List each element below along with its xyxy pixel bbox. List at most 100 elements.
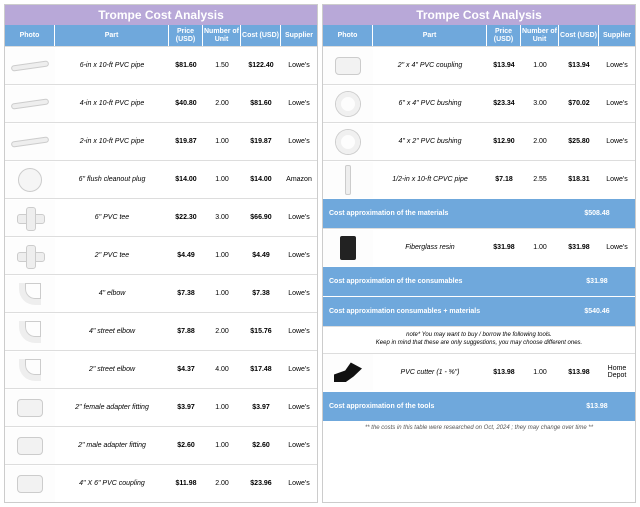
part-supplier: Home Depot <box>599 363 635 381</box>
part-price: $81.60 <box>169 60 203 71</box>
part-name: 6-in x 10-ft PVC pipe <box>55 60 169 71</box>
part-cost: $81.60 <box>241 98 281 109</box>
part-supplier: Lowe's <box>281 212 317 223</box>
table-row: 2" x 4" PVC coupling$13.941.00$13.94Lowe… <box>323 46 635 84</box>
part-supplier: Lowe's <box>281 326 317 337</box>
part-price: $7.88 <box>169 326 203 337</box>
summary-value: $13.98 <box>559 403 635 410</box>
part-supplier: Lowe's <box>281 98 317 109</box>
part-units: 1.00 <box>203 402 241 413</box>
table-row: 6" x 4" PVC bushing$23.343.00$70.02Lowe'… <box>323 84 635 122</box>
table-row: 4" X 6" PVC coupling$11.982.00$23.96Lowe… <box>5 464 317 502</box>
right-panel: Trompe Cost Analysis Photo Part Price (U… <box>322 4 636 503</box>
table-header: Photo Part Price (USD) Number of Unit Co… <box>323 25 635 46</box>
part-photo <box>5 352 55 388</box>
part-units: 3.00 <box>203 212 241 223</box>
part-name: 2" x 4" PVC coupling <box>373 60 487 71</box>
part-price: $7.38 <box>169 288 203 299</box>
part-name: 6" flush cleanout plug <box>55 174 169 185</box>
part-price: $11.98 <box>169 478 203 489</box>
part-cost: $2.60 <box>241 440 281 451</box>
part-price: $23.34 <box>487 98 521 109</box>
table-row: PVC cutter (1 - ⅝")$13.981.00$13.98Home … <box>323 353 635 391</box>
part-units: 1.00 <box>521 367 559 378</box>
header-part: Part <box>55 25 169 46</box>
part-units: 1.50 <box>203 60 241 71</box>
part-cost: $3.97 <box>241 402 281 413</box>
part-price: $4.37 <box>169 364 203 375</box>
part-price: $40.80 <box>169 98 203 109</box>
part-cost: $18.31 <box>559 174 599 185</box>
part-units: 4.00 <box>203 364 241 375</box>
table-row: 2" female adapter fitting$3.971.00$3.97L… <box>5 388 317 426</box>
part-photo <box>323 48 373 84</box>
part-supplier: Lowe's <box>281 440 317 451</box>
part-name: 4" x 2" PVC bushing <box>373 136 487 147</box>
part-photo <box>323 124 373 160</box>
header-price: Price (USD) <box>487 25 521 46</box>
part-photo <box>323 354 373 390</box>
header-photo: Photo <box>323 25 373 46</box>
part-price: $3.97 <box>169 402 203 413</box>
part-photo <box>5 238 55 274</box>
part-photo <box>5 86 55 122</box>
part-supplier: Lowe's <box>599 174 635 185</box>
part-supplier: Lowe's <box>281 402 317 413</box>
header-supplier: Supplier <box>599 25 635 46</box>
part-name: 6" PVC tee <box>55 212 169 223</box>
part-price: $22.30 <box>169 212 203 223</box>
part-supplier: Lowe's <box>599 136 635 147</box>
part-name: 4-in x 10-ft PVC pipe <box>55 98 169 109</box>
part-units: 1.00 <box>203 288 241 299</box>
part-photo <box>323 86 373 122</box>
summary-value: $540.46 <box>559 308 635 315</box>
summary-label: Cost approximation consumables + materia… <box>323 308 559 315</box>
left-panel: Trompe Cost Analysis Photo Part Price (U… <box>4 4 318 503</box>
header-photo: Photo <box>5 25 55 46</box>
summary-row: Cost approximation of the consumables$31… <box>323 266 635 296</box>
table-row: 1/2-in x 10-ft CPVC pipe$7.182.55$18.31L… <box>323 160 635 198</box>
part-photo <box>323 162 373 198</box>
header-units: Number of Unit <box>521 25 559 46</box>
table-row: 4-in x 10-ft PVC pipe$40.802.00$81.60Low… <box>5 84 317 122</box>
part-supplier: Lowe's <box>281 478 317 489</box>
summary-value: $31.98 <box>559 278 635 285</box>
left-table-body: 6-in x 10-ft PVC pipe$81.601.50$122.40Lo… <box>5 46 317 502</box>
part-units: 2.55 <box>521 174 559 185</box>
part-price: $31.98 <box>487 242 521 253</box>
part-cost: $14.00 <box>241 174 281 185</box>
part-supplier: Lowe's <box>599 98 635 109</box>
table-row: 2" male adapter fitting$2.601.00$2.60Low… <box>5 426 317 464</box>
part-price: $19.87 <box>169 136 203 147</box>
part-cost: $31.98 <box>559 242 599 253</box>
part-price: $4.49 <box>169 250 203 261</box>
table-header: Photo Part Price (USD) Number of Unit Co… <box>5 25 317 46</box>
header-price: Price (USD) <box>169 25 203 46</box>
part-photo <box>5 48 55 84</box>
header-cost: Cost (USD) <box>559 25 599 46</box>
part-cost: $23.96 <box>241 478 281 489</box>
part-units: 1.00 <box>203 136 241 147</box>
part-supplier: Lowe's <box>599 60 635 71</box>
part-cost: $15.76 <box>241 326 281 337</box>
part-name: 2-in x 10-ft PVC pipe <box>55 136 169 147</box>
part-cost: $17.48 <box>241 364 281 375</box>
part-price: $13.98 <box>487 367 521 378</box>
part-cost: $13.98 <box>559 367 599 378</box>
part-name: 1/2-in x 10-ft CPVC pipe <box>373 174 487 185</box>
part-photo <box>323 230 373 266</box>
part-supplier: Lowe's <box>281 136 317 147</box>
part-units: 1.00 <box>203 174 241 185</box>
part-units: 2.00 <box>521 136 559 147</box>
header-part: Part <box>373 25 487 46</box>
summary-label: Cost approximation of the materials <box>323 210 559 217</box>
part-cost: $25.80 <box>559 136 599 147</box>
part-name: Fiberglass resin <box>373 242 487 253</box>
table-row: 6" PVC tee$22.303.00$66.90Lowe's <box>5 198 317 236</box>
part-name: 4" X 6" PVC coupling <box>55 478 169 489</box>
part-price: $7.18 <box>487 174 521 185</box>
part-photo <box>5 200 55 236</box>
part-name: PVC cutter (1 - ⅝") <box>373 367 487 378</box>
part-supplier: Lowe's <box>281 250 317 261</box>
summary-value: $508.48 <box>559 210 635 217</box>
